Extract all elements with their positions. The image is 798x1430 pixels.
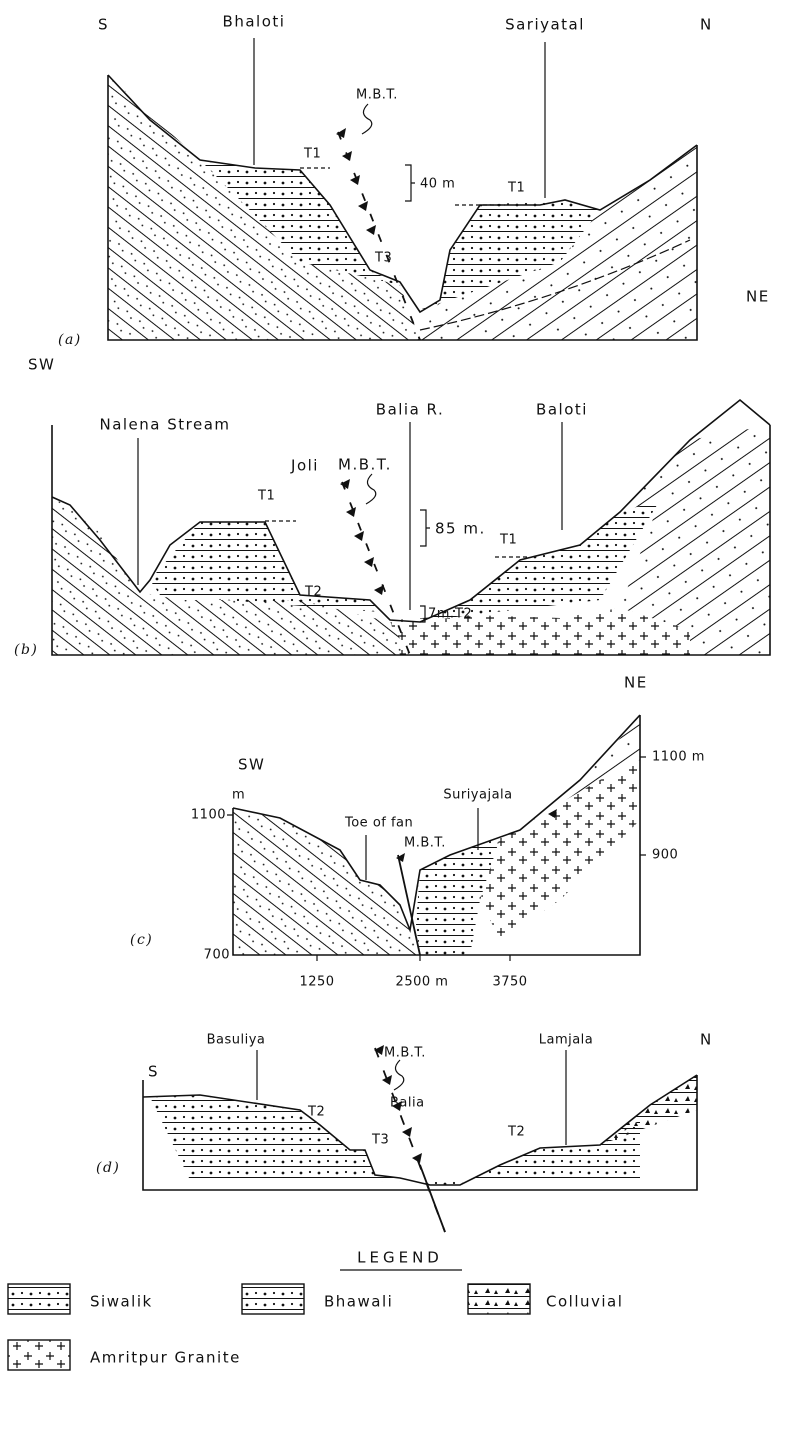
terrace-label: T2 [307, 1105, 325, 1120]
legend: LEGEND Siwalik Bhawali Colluvial Amritpu… [8, 1249, 623, 1371]
terrace-label: T2 [454, 607, 472, 622]
panel-b: SW NE Nalena Stream Joli Balia R. Baloti… [14, 288, 770, 659]
bracket [420, 510, 430, 622]
terrace-label: T2 [507, 1125, 525, 1140]
place-label: Balia [390, 1096, 425, 1111]
fault [420, 1165, 445, 1232]
axis-label: 1250 [299, 975, 334, 990]
legend-label: Bhawali [324, 1293, 393, 1311]
panel-a: S Bhaloti Sariyatal N M.B.T. T1 T1 T3 40… [58, 13, 713, 349]
end-label: SW [238, 756, 265, 774]
place-label: Joli [290, 457, 319, 475]
place-label: Nalena Stream [99, 416, 230, 434]
terrace-label: T1 [303, 147, 321, 162]
fault-teeth [340, 479, 384, 595]
terrace-label: T1 [499, 533, 517, 548]
axis-label: 900 [652, 848, 678, 863]
annotation: 40 m [420, 177, 455, 192]
fault-label: M.B.T. [356, 88, 398, 103]
arrow [366, 474, 376, 504]
axis-label: 3750 [492, 975, 527, 990]
axis-label: m [232, 788, 245, 803]
end-label: N [700, 16, 713, 34]
fault-label: M.B.T. [338, 456, 392, 474]
annotation: 85 m. [435, 520, 486, 538]
annotation: 7m. [428, 607, 455, 622]
legend-swatch [8, 1284, 70, 1314]
place-label: Suriyajala [443, 788, 512, 803]
colluvial [600, 1075, 697, 1145]
legend-swatch [8, 1340, 70, 1370]
panel-label: (c) [130, 932, 153, 948]
terrace-label: T2 [304, 585, 322, 600]
axis-label: 1100 [191, 808, 226, 823]
bracket [405, 165, 415, 201]
end-label: NE [746, 288, 770, 306]
end-label: SW [28, 356, 55, 374]
place-label: Basuliya [207, 1033, 266, 1048]
legend-label: Colluvial [546, 1293, 623, 1311]
place-label: Balia R. [376, 401, 444, 419]
axis-label: 1100 m [652, 750, 705, 765]
fault-label: M.B.T. [384, 1046, 426, 1061]
place-label: Bhaloti [223, 13, 286, 31]
panel-label: (a) [58, 332, 82, 348]
panel-label: (b) [14, 642, 38, 658]
arrow [394, 1060, 404, 1090]
panel-c: SW NE Toe of fan Suriyajala M.B.T. m 110… [130, 674, 705, 990]
end-label: S [98, 16, 109, 34]
fault-label: M.B.T. [404, 836, 446, 851]
panel-d: S N Basuliya Lamjala Balia M.B.T. T2 T3 … [96, 1031, 713, 1233]
end-label: S [148, 1063, 159, 1081]
panel-label: (d) [96, 1160, 120, 1176]
fault-teeth [336, 128, 376, 235]
axis-label: 700 [204, 948, 230, 963]
legend-label: Amritpur Granite [90, 1349, 241, 1367]
legend-label: Siwalik [90, 1293, 153, 1311]
terrace-label: T3 [374, 251, 392, 266]
end-label: N [700, 1031, 713, 1049]
legend-swatch [468, 1284, 530, 1314]
terrace-label: T1 [257, 489, 275, 504]
terrace-label: T1 [507, 181, 525, 196]
axis-label: 2500 m [396, 975, 449, 990]
place-label: Sariyatal [505, 16, 585, 34]
terrace-label: T3 [371, 1133, 389, 1148]
end-label: NE [624, 674, 648, 692]
place-label: Toe of fan [344, 816, 413, 831]
legend-title: LEGEND [357, 1249, 443, 1267]
place-label: Lamjala [539, 1033, 594, 1048]
cross-sections: S Bhaloti Sariyatal N M.B.T. T1 T1 T3 40… [0, 0, 798, 1430]
legend-swatch [242, 1284, 304, 1314]
place-label: Baloti [536, 401, 588, 419]
arrow [362, 104, 372, 134]
